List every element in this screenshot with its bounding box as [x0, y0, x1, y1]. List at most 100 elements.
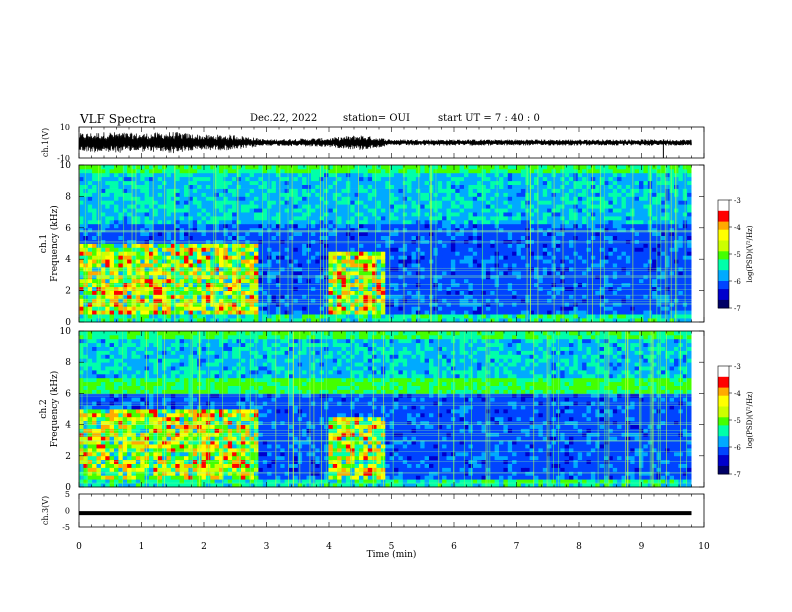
- spectrogram-cell: [166, 212, 172, 217]
- spectrogram-cell: [192, 255, 198, 260]
- spectrogram-cell: [275, 294, 281, 299]
- spectrogram-cell: [394, 176, 399, 182]
- spectrogram-cell: [577, 196, 583, 201]
- spectrogram-cell: [359, 208, 364, 213]
- spectrogram-cell: [144, 243, 150, 248]
- spectrogram-cell: [254, 247, 259, 252]
- spectrogram-cell: [376, 223, 382, 229]
- spectrogram-cell: [569, 239, 574, 244]
- spectrogram-cell: [525, 172, 531, 178]
- spectrogram-cell: [140, 165, 146, 170]
- spectrogram-cell: [415, 282, 421, 288]
- spectrogram-cell: [135, 192, 141, 197]
- spectrogram-cell: [586, 314, 592, 319]
- spectrogram-cell: [372, 204, 377, 209]
- spectrogram-cell: [83, 286, 89, 291]
- spectrogram-cell: [372, 231, 377, 236]
- spectrogram-cell: [245, 184, 251, 189]
- spectrogram-cell: [472, 318, 478, 323]
- spectrogram-cell: [468, 314, 474, 319]
- spectrogram-cell: [354, 282, 360, 288]
- spectrogram-cell: [341, 263, 347, 268]
- spectrogram-cell: [227, 223, 233, 229]
- spectrogram-cell: [577, 168, 583, 174]
- spectrogram-cell: [118, 255, 124, 260]
- spectrogram-cell: [367, 235, 373, 240]
- spectrogram-cell: [140, 188, 146, 193]
- spectrogram-cell: [184, 235, 189, 240]
- spectrogram-cell: [525, 216, 531, 221]
- spectrogram-cell: [188, 267, 194, 272]
- spectrogram-cell: [315, 278, 321, 284]
- spectrogram-cell: [109, 314, 115, 319]
- spectrogram-cell: [293, 212, 299, 217]
- spectrogram-cell: [450, 259, 456, 264]
- spectrogram-cell: [359, 310, 364, 315]
- spectrogram-cell: [363, 278, 369, 284]
- spectrogram-cell: [262, 231, 268, 236]
- spectrogram-cell: [227, 310, 233, 315]
- spectrogram-cell: [490, 165, 496, 170]
- spectrogram-cell: [420, 192, 426, 197]
- spectrogram-cell: [485, 188, 491, 193]
- spectrogram-cell: [214, 255, 220, 260]
- spectrogram-cell: [464, 184, 469, 189]
- spectrogram-cell: [499, 235, 504, 240]
- spectrogram-cell: [293, 216, 299, 221]
- spectrogram-cell: [455, 282, 461, 288]
- spectrogram-cell: [424, 212, 430, 217]
- spectrogram-cell: [525, 318, 531, 323]
- spectrogram-cell: [538, 267, 544, 272]
- spectrogram-cell: [197, 263, 202, 268]
- spectrogram-cell: [262, 247, 268, 252]
- spectrogram-cell: [240, 176, 246, 182]
- spectrogram-cell: [258, 247, 264, 252]
- spectrogram-cell: [472, 216, 478, 221]
- spectrogram-cell: [293, 227, 299, 233]
- spectrogram-cell: [424, 208, 430, 213]
- spectrogram-cell: [227, 216, 233, 221]
- spectrogram-cell: [542, 278, 548, 284]
- spectrogram-cell: [402, 259, 408, 264]
- spectrogram-cell: [424, 176, 430, 182]
- spectrogram-cell: [503, 290, 509, 295]
- spectrogram-cell: [262, 290, 268, 295]
- spectrogram-cell: [359, 247, 364, 252]
- spectrogram-cell: [105, 219, 111, 225]
- spectrogram-cell: [201, 278, 207, 284]
- spectrogram-cell: [547, 172, 552, 178]
- spectrogram-cell: [590, 310, 596, 315]
- spectrogram-cell: [245, 247, 251, 252]
- spectrogram-cell: [516, 192, 522, 197]
- spectrogram-cell: [359, 216, 364, 221]
- spectrogram-cell: [149, 208, 154, 213]
- spectrogram-cell: [538, 172, 544, 178]
- spectrogram-cell: [538, 188, 544, 193]
- spectrogram-cell: [407, 204, 412, 209]
- spectrogram-cell: [604, 176, 609, 182]
- spectrogram-cell: [424, 286, 430, 291]
- spectrogram-cell: [442, 251, 447, 256]
- spectrogram-cell: [205, 306, 211, 311]
- spectrogram-cell: [271, 176, 277, 182]
- spectrogram-cell: [380, 192, 386, 197]
- spectrogram-cell: [385, 208, 391, 213]
- spectrogram-cell: [289, 184, 294, 189]
- spectrogram-cell: [595, 267, 601, 272]
- spectrogram-cell: [586, 259, 592, 264]
- spectrogram-cell: [481, 271, 487, 276]
- spectrogram-cell: [275, 278, 281, 284]
- spectrogram-cell: [280, 298, 286, 303]
- spectrogram-cell: [210, 282, 216, 288]
- spectrogram-cell: [599, 200, 605, 205]
- spectrogram-cell: [100, 259, 106, 264]
- spectrogram-cell: [127, 231, 132, 236]
- spectrogram-cell: [302, 306, 307, 311]
- spectrogram-cell: [547, 298, 552, 303]
- spectrogram-cell: [135, 310, 141, 315]
- spectrogram-cell: [569, 196, 574, 201]
- spectrogram-cell: [254, 290, 259, 295]
- spectrogram-cell: [437, 188, 443, 193]
- spectrogram-cell: [328, 231, 334, 236]
- spectrogram-cell: [114, 239, 119, 244]
